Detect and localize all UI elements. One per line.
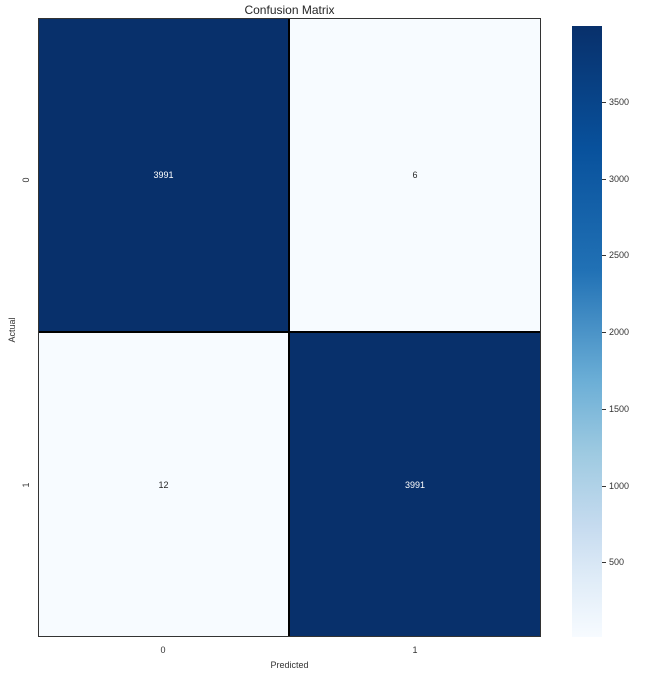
cell-value: 12: [158, 479, 169, 490]
cell-actual0-pred1: 6: [289, 19, 540, 332]
cell-actual0-pred0: 3991: [39, 19, 289, 332]
colorbar-tick-1000: 1000: [602, 481, 629, 491]
y-axis-label: Actual: [7, 317, 17, 343]
y-tick-1: 1: [21, 482, 31, 488]
x-tick-1: 1: [412, 645, 418, 655]
colorbar-tick-500: 500: [602, 557, 624, 567]
colorbar: [572, 26, 602, 637]
x-tick-0: 0: [160, 645, 166, 655]
chart-title: Confusion Matrix: [244, 3, 335, 17]
cell-value: 3991: [404, 479, 426, 490]
colorbar-tick-2500: 2500: [602, 250, 629, 260]
cell-actual1-pred1: 3991: [289, 332, 540, 636]
cell-value: 3991: [153, 170, 174, 180]
colorbar-tick-3000: 3000: [602, 174, 629, 184]
colorbar-tick-2000: 2000: [602, 327, 629, 337]
colorbar-tick-3500: 3500: [602, 97, 629, 107]
cell-value: 6: [412, 170, 418, 180]
heatmap: 3991 6 12 3991: [38, 18, 541, 637]
cell-actual1-pred0: 12: [39, 332, 289, 636]
colorbar-tick-1500: 1500: [602, 404, 629, 414]
x-axis-label: Predicted: [270, 660, 309, 670]
y-tick-0: 0: [21, 177, 31, 183]
